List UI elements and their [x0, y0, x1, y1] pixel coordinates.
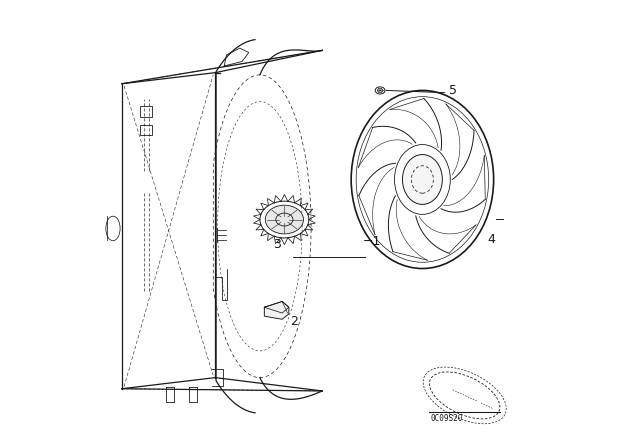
Text: −1: −1	[362, 236, 381, 249]
Text: 3: 3	[273, 237, 281, 250]
Ellipse shape	[266, 205, 303, 234]
Bar	[140, 106, 152, 117]
Text: 2: 2	[290, 314, 298, 327]
Ellipse shape	[403, 155, 442, 204]
Bar	[140, 125, 152, 135]
Polygon shape	[264, 302, 289, 319]
Text: 4: 4	[487, 233, 495, 246]
Text: 0C09S20: 0C09S20	[431, 414, 463, 423]
Text: 5: 5	[449, 84, 457, 97]
